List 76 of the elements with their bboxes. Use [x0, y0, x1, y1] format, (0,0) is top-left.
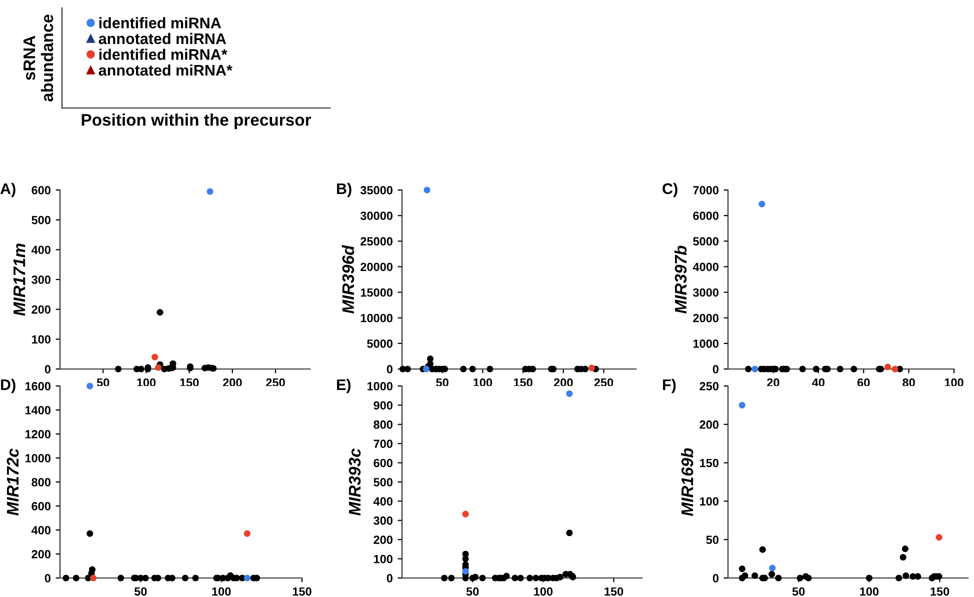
x-tick-label: 40 [812, 378, 824, 387]
text: sRNA abundance [24, 14, 54, 102]
y-tick-label: 1600 [25, 382, 50, 390]
y-tick-label: 100 [374, 554, 392, 564]
y-tick-label: 1200 [25, 430, 50, 438]
y-axis-title: MIR172c [6, 448, 19, 516]
y-tick-label: 0 [386, 365, 392, 374]
y-tick-label: 100 [32, 335, 50, 344]
y-tick-label: 700 [374, 440, 392, 448]
y-tick-label: 300 [374, 516, 392, 525]
legend-label: annotated miRNA* [98, 64, 232, 76]
y-tick-label: 800 [32, 478, 50, 486]
y-tick-label: 35000 [360, 186, 392, 194]
y-tick-label: 3000 [692, 288, 718, 297]
y-tick-label: 6000 [693, 212, 718, 220]
y-tick-label: 5000 [367, 339, 392, 348]
y-tick-label: 15000 [360, 288, 392, 297]
y-tick-label: 5000 [693, 237, 718, 246]
x-tick-label: 50 [792, 587, 805, 596]
x-tick-label: 50 [466, 587, 479, 596]
y-tick-label: 1000 [693, 339, 718, 348]
chart-title: B) [337, 182, 352, 198]
y-tick-label: 300 [32, 276, 50, 284]
y-tick-label: 1000 [367, 382, 392, 390]
y-tick-label: 400 [31, 246, 50, 254]
y-tick-label: 0 [712, 574, 718, 582]
y-tick-label: 0 [386, 574, 392, 582]
legend-label: identified miRNA [99, 17, 221, 28]
chart-title: A) [0, 182, 16, 198]
y-tick-label: 200 [32, 305, 50, 314]
y-tick-label: 7000 [693, 186, 718, 194]
y-tick-label: 0 [44, 574, 50, 582]
y-tick-label: 100 [700, 497, 718, 506]
y-axis-title: MIR396d [342, 244, 354, 314]
y-tick-label: 0 [712, 365, 718, 374]
y-axis-title: MIR171m [14, 244, 26, 316]
x-tick-label: 50 [134, 587, 147, 596]
y-tick-label: 20000 [360, 262, 392, 272]
y-tick-label: 10000 [360, 314, 392, 322]
y-tick-label: 500 [374, 478, 392, 486]
x-tick-label: 150 [604, 587, 624, 596]
y-tick-label: 4000 [692, 262, 718, 272]
y-tick-label: 1000 [25, 454, 50, 462]
y-tick-label: 50 [706, 536, 718, 544]
y-axis-title: MIR397b [674, 246, 687, 314]
x-tick-label: 100 [212, 587, 231, 596]
y-tick-label: 900 [374, 401, 392, 410]
x-tick-label: 150 [930, 587, 950, 596]
x-tick-label: 100 [534, 587, 553, 596]
y-tick-label: 200 [700, 420, 718, 429]
y-tick-label: 25000 [360, 237, 392, 246]
y-tick-label: 2000 [693, 314, 718, 322]
chart-title: F) [663, 378, 676, 394]
chart-title: C) [662, 182, 678, 198]
y-tick-label: 800 [374, 420, 392, 429]
chart-title: D) [1, 378, 16, 394]
y-tick-label: 600 [32, 502, 50, 510]
y-tick-label: 150 [700, 458, 718, 468]
y-tick-label: 400 [373, 497, 392, 506]
x-tick-label: 150 [292, 587, 312, 596]
chart-title: E) [337, 378, 351, 394]
y-tick-label: 200 [374, 536, 392, 544]
y-tick-label: 500 [32, 216, 50, 224]
y-tick-label: 600 [374, 458, 392, 468]
y-tick-label: 30000 [360, 212, 392, 220]
y-tick-label: 600 [32, 186, 50, 194]
text: Position within the precursor [82, 114, 312, 130]
legend-label: identified miRNA* [99, 48, 228, 60]
y-axis-title: MIR393c [348, 448, 361, 516]
y-tick-label: 400 [31, 526, 50, 534]
y-tick-label: 200 [32, 550, 50, 558]
x-tick-label: 100 [860, 587, 879, 596]
y-axis-title: MIR169b [680, 448, 694, 516]
legend-label: annotated miRNA [98, 32, 226, 44]
y-tick-label: 0 [44, 365, 50, 374]
y-tick-label: 1400 [25, 406, 50, 414]
